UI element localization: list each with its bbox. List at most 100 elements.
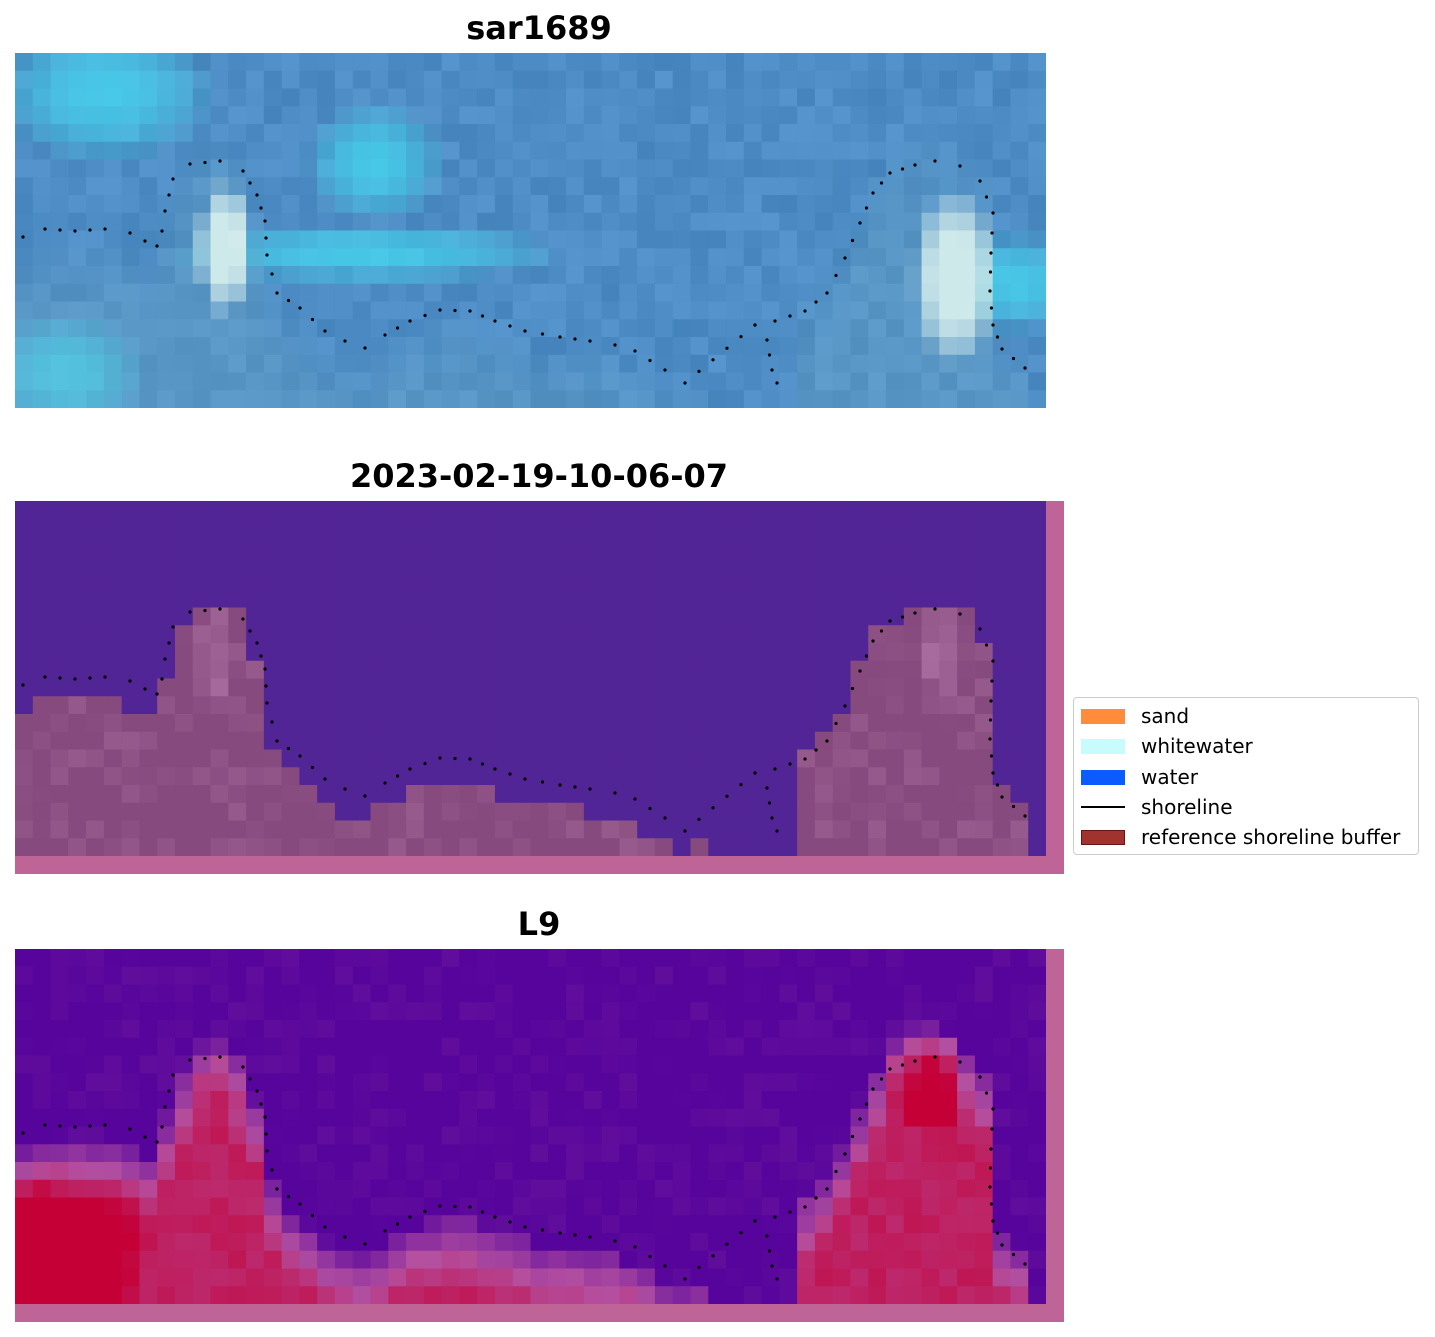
image-pixel — [512, 88, 532, 107]
probability-pixel — [174, 1268, 194, 1287]
image-pixel — [566, 319, 585, 338]
sand-pixel — [50, 802, 69, 822]
probability-pixel — [388, 1144, 407, 1163]
shoreline-point — [171, 1073, 175, 1077]
probability-pixel — [566, 1162, 585, 1181]
probability-pixel — [459, 1268, 478, 1287]
probability-pixel — [939, 966, 958, 986]
water-pixel — [352, 749, 372, 768]
image-pixel — [1028, 390, 1046, 408]
water-pixel — [86, 625, 105, 644]
water-pixel — [690, 749, 709, 768]
image-pixel — [68, 390, 87, 408]
probability-pixel — [708, 1233, 727, 1252]
water-pixel — [281, 749, 301, 768]
water-pixel — [566, 643, 585, 662]
water-pixel — [1028, 536, 1047, 555]
water-pixel — [672, 767, 692, 786]
sand-pixel — [228, 767, 247, 786]
water-pixel — [637, 643, 656, 662]
sand-pixel — [210, 785, 229, 804]
shoreline-point — [508, 324, 512, 328]
probability-pixel — [779, 1268, 798, 1287]
image-pixel — [814, 159, 834, 178]
image-pixel — [423, 230, 443, 249]
water-pixel — [1010, 501, 1029, 520]
probability-pixel — [50, 1020, 69, 1039]
sand-pixel — [174, 838, 194, 857]
probability-pixel — [246, 1268, 265, 1287]
image-pixel — [370, 106, 389, 125]
probability-pixel — [779, 1233, 798, 1252]
image-pixel — [583, 53, 603, 72]
probability-pixel — [726, 1162, 745, 1181]
water-pixel — [779, 678, 798, 697]
image-pixel — [814, 372, 834, 391]
water-pixel — [726, 572, 745, 591]
image-pixel — [477, 301, 496, 320]
water-swatch — [1081, 770, 1125, 785]
shoreline-point — [995, 783, 1000, 787]
probability-pixel — [86, 1162, 105, 1181]
shoreline-point — [933, 159, 937, 163]
water-pixel — [530, 714, 549, 733]
image-pixel — [1028, 319, 1046, 338]
water-pixel — [566, 518, 585, 538]
shoreline-point — [788, 314, 792, 318]
probability-pixel — [174, 1091, 194, 1110]
probability-pixel — [210, 1250, 229, 1270]
probability-pixel — [921, 1055, 940, 1074]
image-pixel — [246, 354, 265, 374]
image-pixel — [690, 195, 709, 214]
probability-pixel — [512, 966, 532, 986]
probability-pixel — [441, 1108, 460, 1128]
probability-pixel — [192, 1250, 212, 1270]
image-pixel — [992, 301, 1012, 320]
water-pixel — [672, 731, 692, 751]
image-pixel — [388, 141, 407, 161]
probability-pixel — [15, 1126, 34, 1145]
image-pixel — [708, 372, 727, 391]
sand-pixel — [477, 838, 496, 857]
water-pixel — [494, 785, 514, 804]
probability-pixel — [192, 1233, 212, 1252]
image-pixel — [50, 53, 69, 72]
water-pixel — [441, 607, 460, 626]
probability-pixel — [530, 1002, 549, 1021]
probability-pixel — [761, 1091, 780, 1110]
image-pixel — [15, 177, 34, 196]
sand-pixel — [921, 625, 940, 644]
image-pixel — [192, 248, 212, 267]
water-pixel — [672, 696, 692, 715]
water-pixel — [477, 678, 496, 697]
sand-pixel — [530, 820, 549, 839]
shoreline-point — [218, 159, 222, 163]
image-pixel — [974, 248, 994, 267]
water-pixel — [832, 572, 852, 591]
image-pixel — [192, 283, 212, 303]
probability-pixel — [1028, 1286, 1047, 1305]
probability-pixel — [334, 1108, 354, 1128]
water-pixel — [601, 802, 620, 822]
buffer-edge-bottom — [15, 1304, 1064, 1322]
shoreline-point — [825, 291, 829, 295]
image-pixel — [50, 195, 69, 214]
image-pixel — [868, 53, 887, 72]
sand-pixel — [388, 802, 407, 822]
probability-pixel — [601, 1091, 620, 1110]
image-pixel — [281, 354, 301, 374]
image-pixel — [903, 88, 923, 107]
image-pixel — [637, 283, 656, 303]
water-pixel — [512, 678, 532, 697]
probability-pixel — [637, 1197, 656, 1216]
water-pixel — [761, 802, 780, 822]
water-pixel — [1010, 554, 1029, 573]
water-pixel — [192, 518, 212, 538]
water-pixel — [477, 607, 496, 626]
probability-pixel — [566, 1073, 585, 1092]
water-pixel — [157, 660, 176, 680]
image-pixel — [512, 266, 532, 285]
probability-pixel — [370, 1126, 389, 1145]
image-pixel — [459, 390, 478, 408]
probability-pixel — [672, 1002, 692, 1021]
